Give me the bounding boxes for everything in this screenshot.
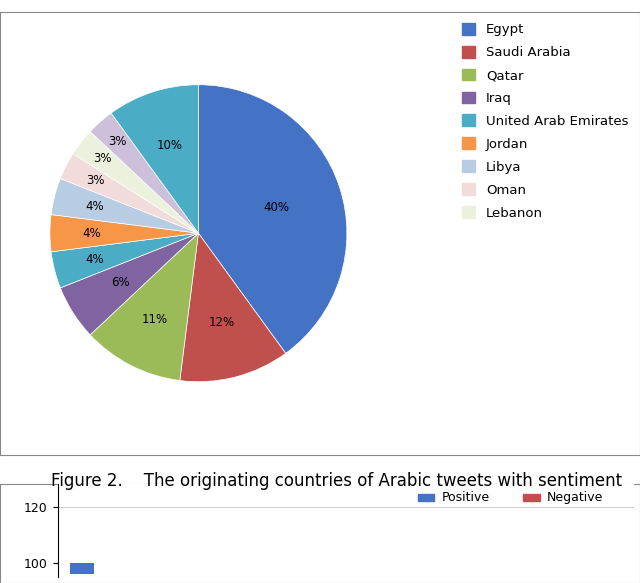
Wedge shape [50,215,198,252]
Bar [70,563,93,574]
Wedge shape [90,233,198,381]
Text: 4%: 4% [86,200,104,213]
Wedge shape [90,113,198,233]
Wedge shape [180,233,285,382]
Text: 10%: 10% [157,139,183,152]
Wedge shape [51,233,198,288]
Wedge shape [60,154,198,233]
Wedge shape [73,132,198,233]
Legend: Egypt, Saudi Arabia, Qatar, Iraq, United Arab Emirates, Jordan, Libya, Oman, Leb: Egypt, Saudi Arabia, Qatar, Iraq, United… [457,17,634,225]
Wedge shape [111,85,198,233]
Wedge shape [51,178,198,233]
Text: 3%: 3% [93,152,111,165]
Text: 11%: 11% [141,312,168,326]
Text: 40%: 40% [263,202,289,215]
Text: Positive: Positive [442,491,490,504]
Text: 4%: 4% [86,253,104,266]
Text: 6%: 6% [111,276,130,289]
Bar [523,494,540,501]
Text: Negative: Negative [547,491,604,504]
Wedge shape [198,85,347,353]
Text: 12%: 12% [208,316,234,329]
Bar [418,494,435,501]
Text: 3%: 3% [109,135,127,148]
Text: 3%: 3% [86,174,104,187]
Wedge shape [60,233,198,335]
Text: 4%: 4% [82,227,101,240]
Text: Figure 2.    The originating countries of Arabic tweets with sentiment: Figure 2. The originating countries of A… [51,472,622,490]
